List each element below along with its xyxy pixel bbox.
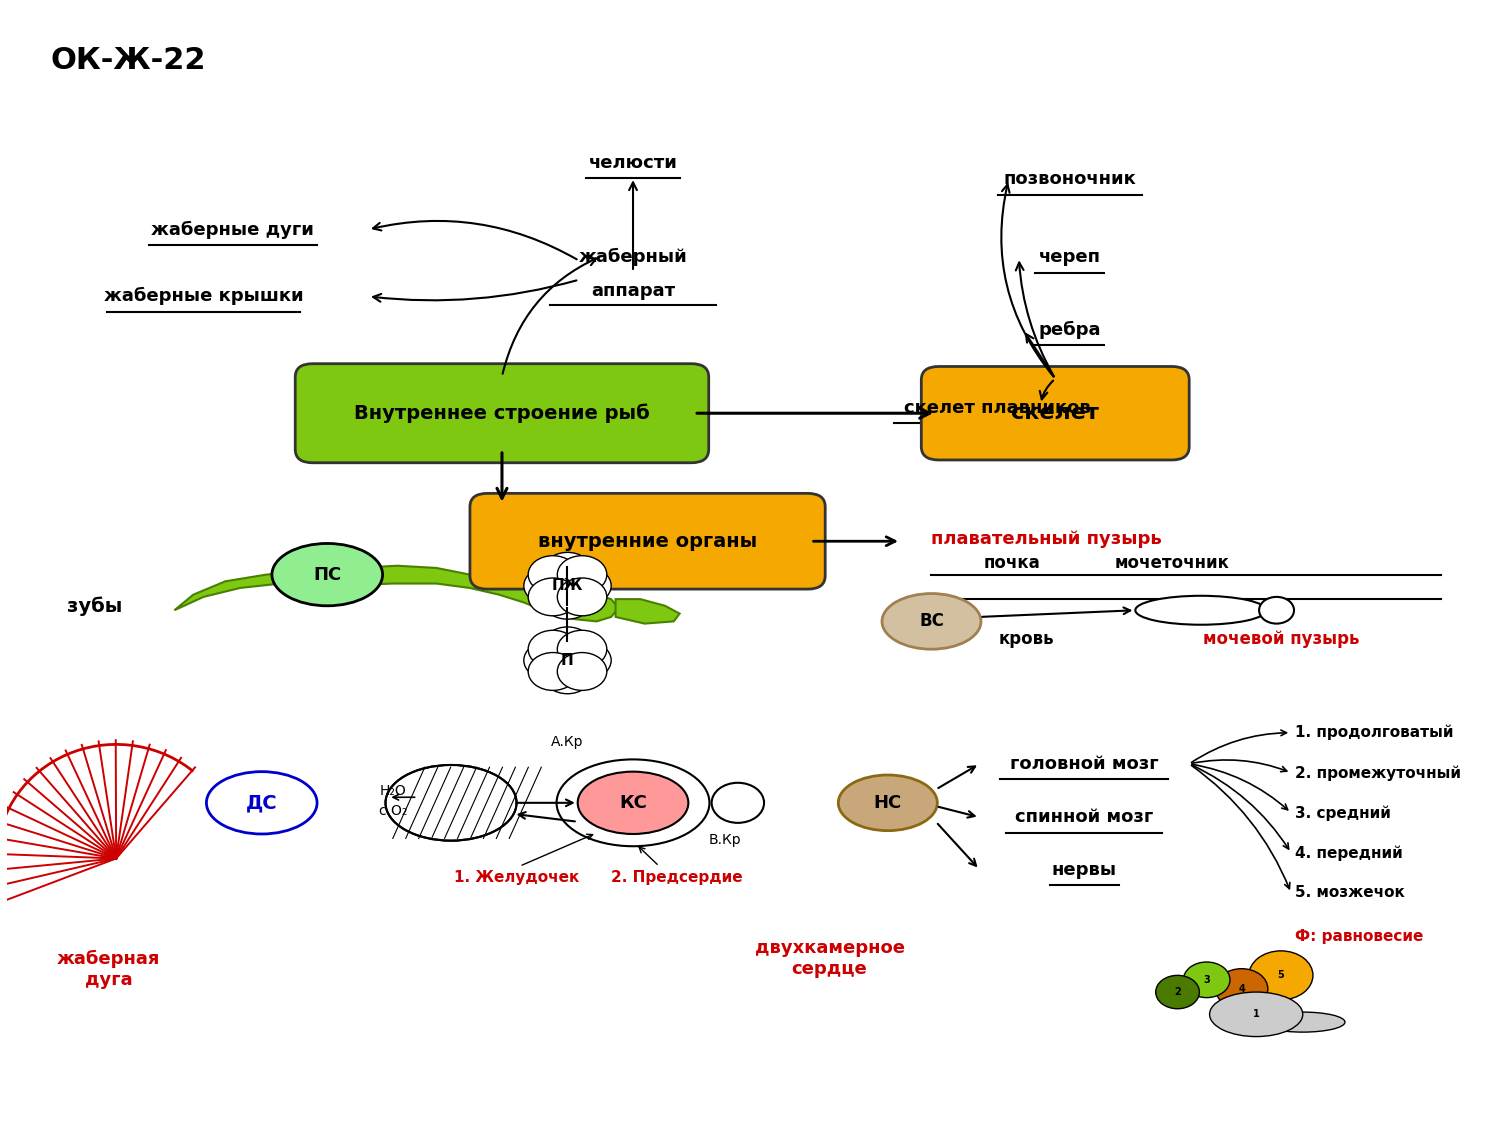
Text: 3. средний: 3. средний: [1296, 805, 1391, 820]
Text: 1. Желудочек: 1. Желудочек: [454, 870, 580, 885]
Polygon shape: [616, 600, 679, 623]
Circle shape: [562, 567, 611, 605]
Text: жаберная
дуга: жаберная дуга: [57, 950, 161, 990]
Text: челюсти: челюсти: [589, 153, 677, 171]
Text: ОК-Ж-22: ОК-Ж-22: [51, 46, 206, 74]
Text: головной мозг: головной мозг: [1009, 755, 1158, 773]
Polygon shape: [174, 566, 619, 621]
Ellipse shape: [1155, 975, 1200, 1009]
Text: спинной мозг: спинной мозг: [1015, 808, 1154, 826]
Text: Ф: равновесие: Ф: равновесие: [1296, 929, 1424, 944]
FancyBboxPatch shape: [921, 366, 1190, 460]
Text: 3: 3: [1203, 975, 1211, 985]
Text: Внутреннее строение рыб: Внутреннее строение рыб: [354, 403, 650, 423]
Circle shape: [712, 783, 765, 823]
Ellipse shape: [557, 760, 709, 846]
Text: нервы: нервы: [1051, 861, 1117, 879]
Circle shape: [524, 567, 574, 605]
Text: 5. мозжечок: 5. мозжечок: [1296, 886, 1406, 900]
Text: ВС: ВС: [919, 612, 943, 630]
Circle shape: [542, 656, 592, 694]
Text: скелет плавников: скелет плавников: [904, 399, 1090, 417]
Text: ДС: ДС: [246, 793, 278, 813]
Circle shape: [529, 653, 578, 691]
Text: кровь: кровь: [999, 630, 1054, 648]
Text: с О₂: с О₂: [379, 804, 407, 817]
Text: жаберные дуги: жаберные дуги: [152, 221, 314, 239]
Text: 2. Предсердие: 2. Предсердие: [611, 870, 742, 885]
Circle shape: [557, 653, 607, 691]
Circle shape: [557, 578, 607, 615]
Ellipse shape: [272, 543, 383, 606]
Circle shape: [542, 552, 592, 591]
Text: В.Кр: В.Кр: [709, 833, 740, 846]
Text: мочевой пузырь: мочевой пузырь: [1203, 630, 1359, 648]
Text: жаберный: жаберный: [578, 248, 688, 266]
Text: 1: 1: [1253, 1010, 1260, 1019]
FancyBboxPatch shape: [296, 364, 709, 463]
Text: скелет: скелет: [1011, 403, 1099, 424]
Ellipse shape: [838, 775, 937, 831]
Text: аппарат: аппарат: [590, 282, 674, 300]
Ellipse shape: [882, 594, 981, 649]
Circle shape: [529, 556, 578, 594]
Text: А.Кр: А.Кр: [551, 735, 584, 748]
Ellipse shape: [1260, 1012, 1344, 1032]
Text: ПЖ: ПЖ: [551, 578, 583, 593]
Circle shape: [557, 630, 607, 668]
Ellipse shape: [1215, 969, 1268, 1009]
Text: 4. передний: 4. передний: [1296, 845, 1403, 861]
Text: череп: череп: [1039, 248, 1101, 266]
Circle shape: [542, 582, 592, 619]
Text: ребра: ребра: [1038, 321, 1101, 339]
Text: ПС: ПС: [312, 566, 341, 584]
Ellipse shape: [1209, 992, 1302, 1037]
Text: плавательный пузырь: плавательный пузырь: [931, 530, 1163, 548]
Circle shape: [529, 630, 578, 668]
Ellipse shape: [578, 772, 688, 834]
Ellipse shape: [1136, 596, 1266, 624]
Text: 4: 4: [1238, 984, 1245, 994]
Circle shape: [557, 556, 607, 594]
Ellipse shape: [386, 765, 517, 841]
Text: НС: НС: [874, 793, 901, 811]
Text: П: П: [562, 653, 574, 668]
Text: почка: почка: [984, 554, 1039, 573]
Text: жаберные крышки: жаберные крышки: [104, 287, 303, 305]
Text: двухкамерное
сердце: двухкамерное сердце: [754, 939, 904, 978]
Circle shape: [1259, 597, 1295, 623]
Text: 1. продолговатый: 1. продолговатый: [1296, 725, 1454, 740]
Text: внутренние органы: внутренние органы: [538, 532, 757, 551]
Ellipse shape: [1248, 951, 1313, 1000]
Text: зубы: зубы: [66, 596, 122, 615]
Ellipse shape: [206, 772, 317, 834]
FancyBboxPatch shape: [470, 494, 825, 589]
Text: Н₂О: Н₂О: [380, 783, 406, 798]
Circle shape: [524, 641, 574, 680]
Text: позвоночник: позвоночник: [1003, 170, 1136, 188]
Circle shape: [562, 641, 611, 680]
Ellipse shape: [1184, 962, 1230, 997]
Text: 2. промежуточный: 2. промежуточный: [1296, 765, 1461, 781]
Circle shape: [529, 578, 578, 615]
Circle shape: [542, 627, 592, 665]
Text: КС: КС: [619, 793, 647, 811]
Text: мочеточник: мочеточник: [1114, 554, 1229, 573]
Text: 5: 5: [1278, 970, 1284, 980]
Text: 2: 2: [1175, 987, 1181, 997]
